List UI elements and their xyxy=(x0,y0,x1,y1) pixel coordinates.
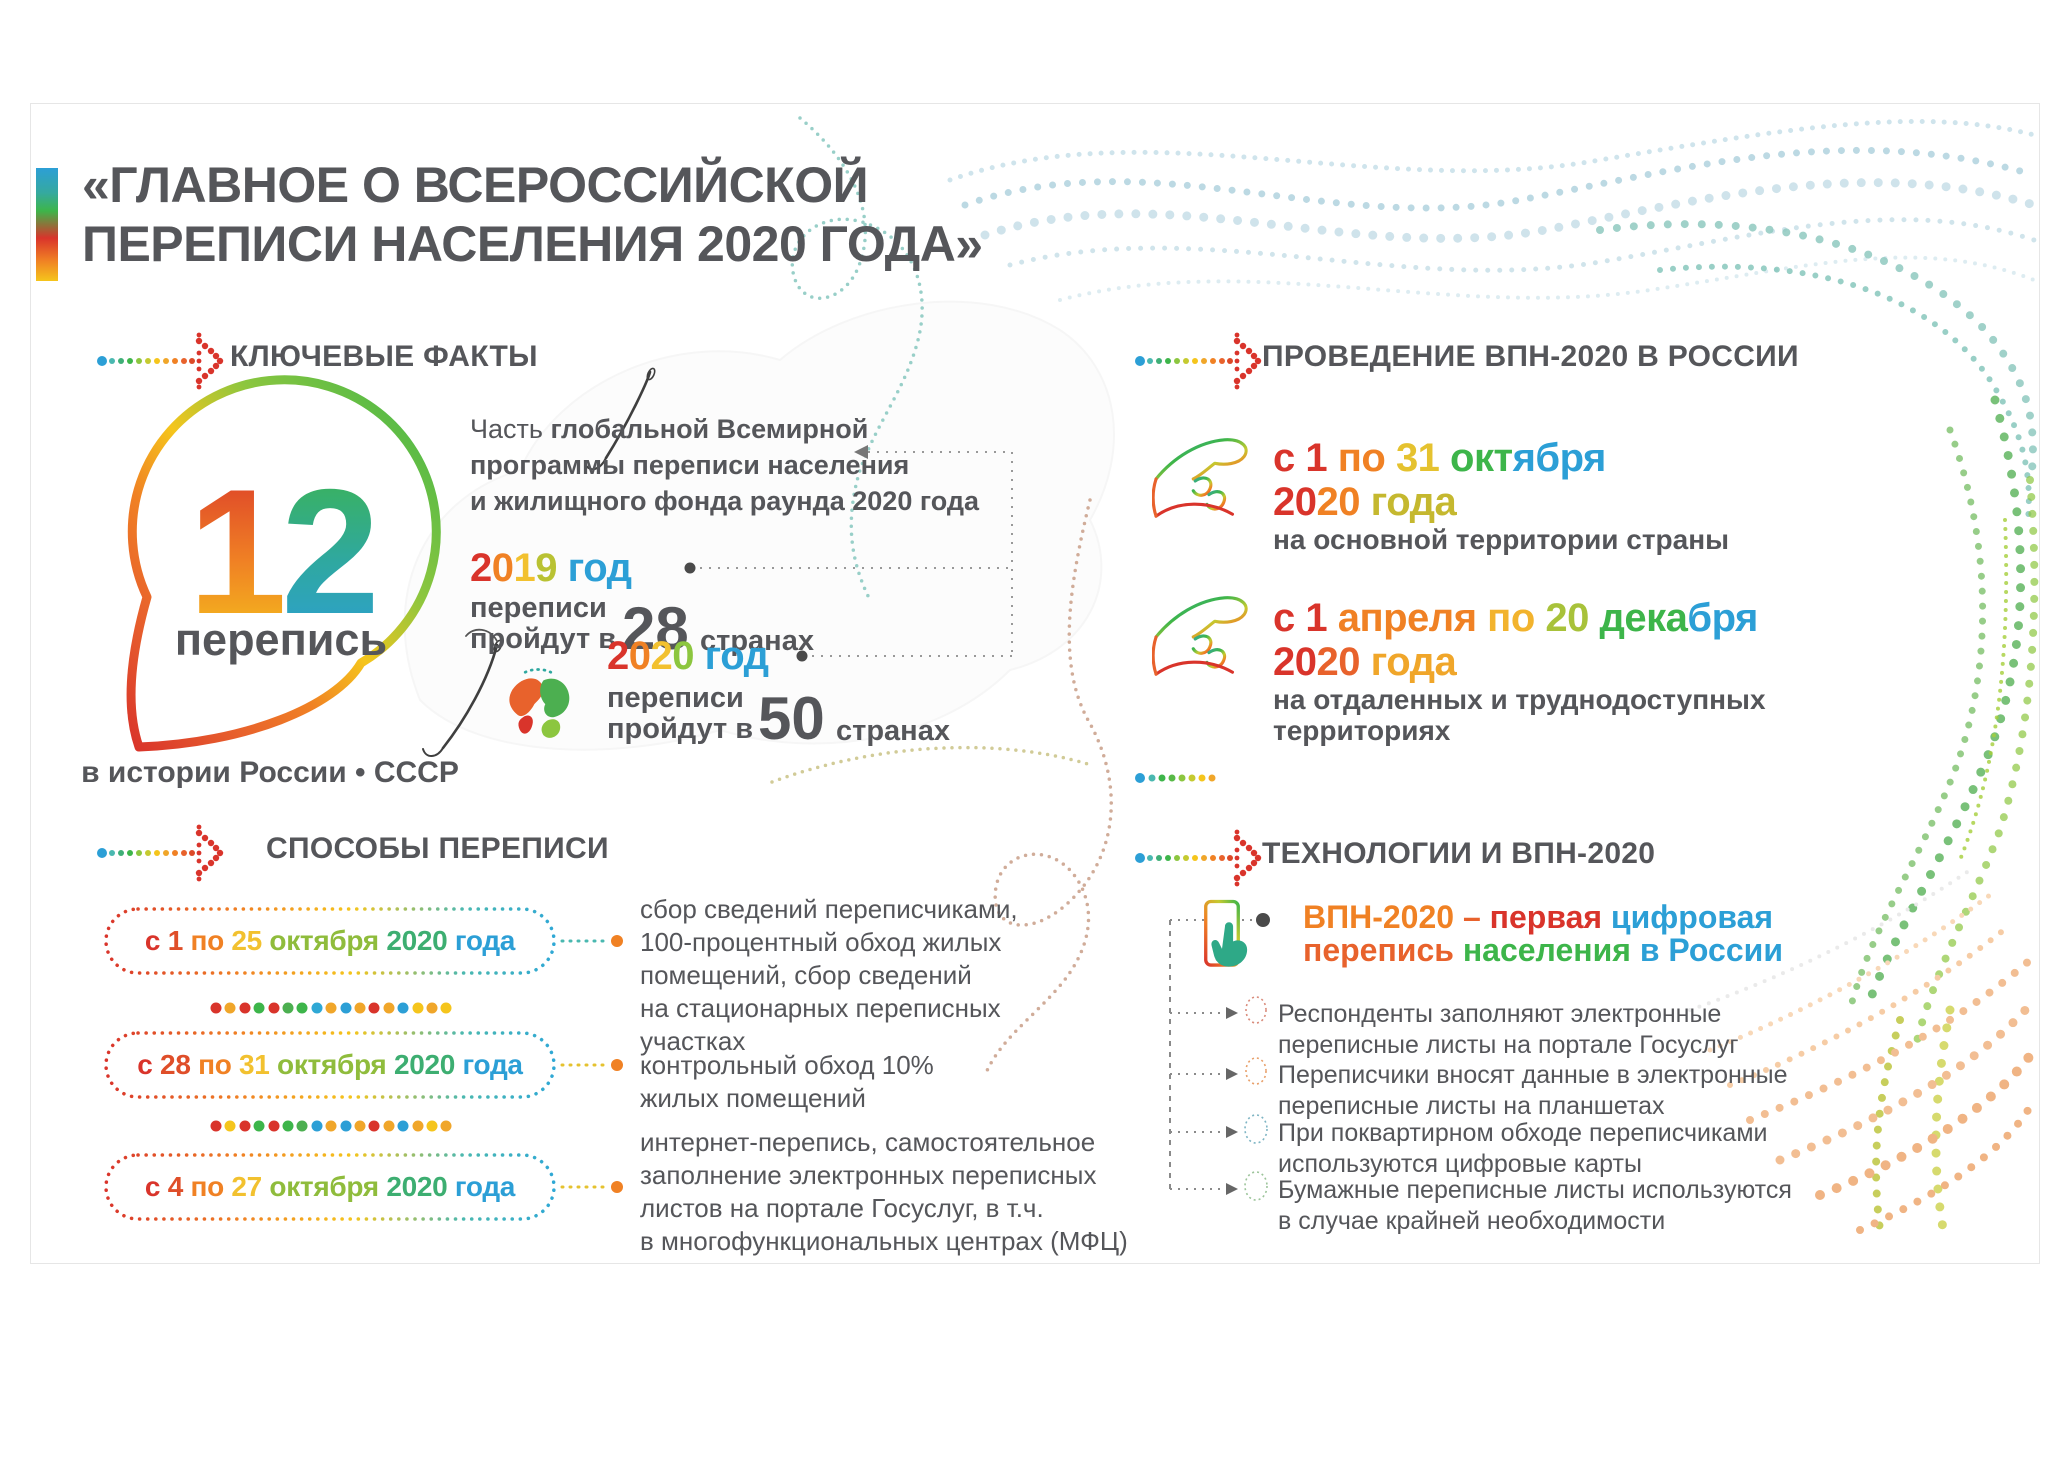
section-heading-conduct: ПРОВЕДЕНИЕ ВПН-2020 В РОССИИ xyxy=(1262,340,1799,373)
tech-item-1: Респонденты заполняют электронные перепис… xyxy=(1278,1000,1739,1059)
page-title-line2: ПЕРЕПИСИ НАСЕЛЕНИЯ 2020 ГОДА» xyxy=(82,216,983,272)
year-2020-label: 2020 год xyxy=(607,634,769,678)
pill-dates-3-text: с 4 по 27 октября 2020 года xyxy=(144,1171,516,1202)
conduct-year-2: 2020 года xyxy=(1273,640,1457,684)
page-title-line1: «ГЛАВНОЕ О ВСЕРОССИЙСКОЙ xyxy=(82,157,869,213)
method-description-2: контрольный обход 10% жилых помещений xyxy=(640,1050,934,1113)
conduct-date-2: с 1 апреля по 20 декабря xyxy=(1273,596,1758,640)
header-arrow-icon xyxy=(1133,829,1265,887)
page-title: «ГЛАВНОЕ О ВСЕРОССИЙСКОЙ ПЕРЕПИСИ НАСЕЛЕ… xyxy=(82,156,1142,274)
year-2020-line1: переписи xyxy=(607,682,744,714)
census-bubble: 12 перепись xyxy=(126,375,441,752)
tech-item-3: При поквартирном обходе переписчиками исп… xyxy=(1278,1119,1768,1178)
header-arrow-icon xyxy=(1133,332,1265,390)
pointing-hand-icon xyxy=(1152,588,1260,682)
header-arrow-icon xyxy=(95,824,227,882)
year-2019-suffix: странах xyxy=(700,625,814,657)
brand-gradient-bar xyxy=(36,168,58,281)
tech-item-4: Бумажные переписные листы используются в … xyxy=(1278,1176,1792,1235)
conduct-note-1: на основной территории страны xyxy=(1273,524,1730,555)
method-description-1: сбор сведений переписчиками, 100-процентн… xyxy=(640,894,1018,1056)
pill-dates-1-text: с 1 по 25 октября 2020 года xyxy=(144,925,516,956)
conduct-note-2: на отдаленных и труднодоступных территори… xyxy=(1273,684,1766,746)
bubble-caption: в истории России • СССР xyxy=(81,756,459,789)
method-description-3: интернет-перепись, самостоятельное заполн… xyxy=(640,1127,1128,1256)
tablet-icon xyxy=(1188,893,1256,981)
year-2020-suffix: странах xyxy=(836,715,950,747)
pill-dates-2: с 28 по 31 октября 2020 года xyxy=(102,1029,558,1101)
section-heading-facts: КЛЮЧЕВЫЕ ФАКТЫ xyxy=(230,340,538,373)
tech-intro: ВПН-2020 – первая цифровая перепись насел… xyxy=(1303,899,1783,968)
conduct-date-1: с 1 по 31 октября xyxy=(1273,436,1606,480)
year-2020-count: 50 xyxy=(758,685,825,752)
year-2019-line2: пройдут в xyxy=(470,623,617,655)
year-2019-count: 28 xyxy=(622,595,689,662)
year-2020-line2: пройдут в xyxy=(607,713,754,745)
pill-dates-1: с 1 по 25 октября 2020 года xyxy=(102,905,558,977)
pill-dates-2-text: с 28 по 31 октября 2020 года xyxy=(137,1049,523,1080)
bubble-number: 12 xyxy=(188,452,374,651)
pill-dates-3: с 4 по 27 октября 2020 года xyxy=(102,1151,558,1223)
bubble-label: перепись xyxy=(175,614,387,665)
pointing-hand-icon xyxy=(1152,430,1260,524)
section-heading-methods: СПОСОБЫ ПЕРЕПИСИ xyxy=(266,832,609,865)
conduct-year-1: 2020 года xyxy=(1273,480,1457,524)
year-2019-label: 2019 год xyxy=(470,546,632,590)
section-heading-tech: ТЕХНОЛОГИИ И ВПН-2020 xyxy=(1262,837,1656,870)
program-text: Часть глобальной Всемирной программы пере… xyxy=(470,414,980,516)
globe-icon xyxy=(496,664,580,748)
tech-item-2: Переписчики вносят данные в электронные п… xyxy=(1278,1061,1788,1120)
year-2019-line1: переписи xyxy=(470,592,607,624)
